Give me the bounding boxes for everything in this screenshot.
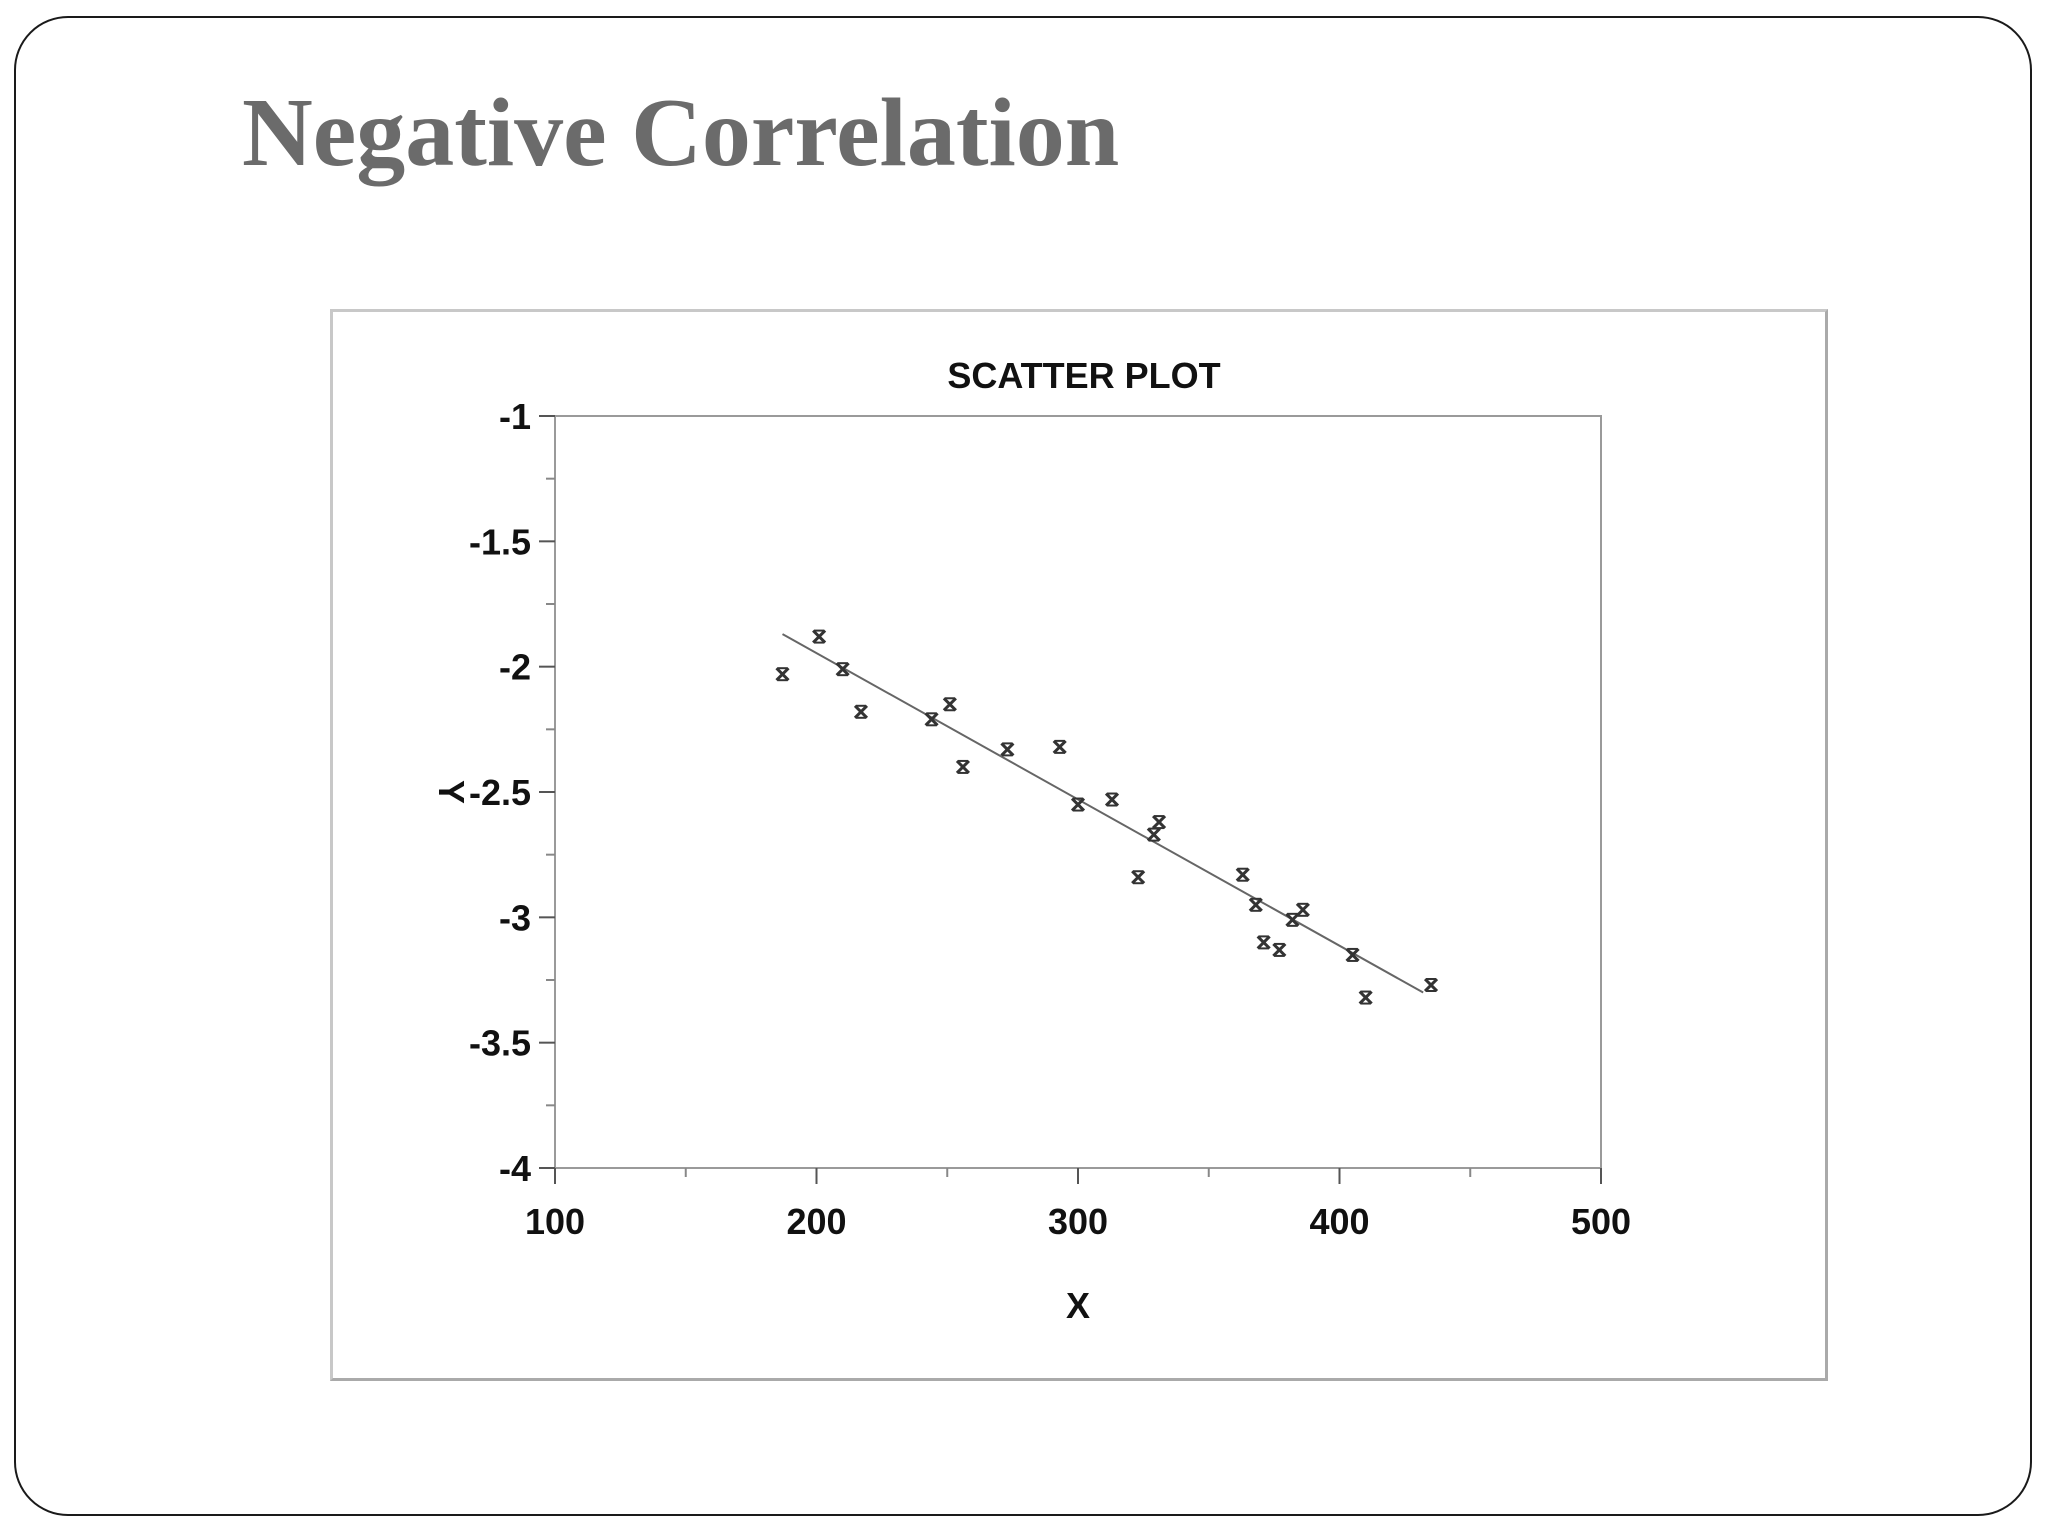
- data-point: [1295, 902, 1310, 917]
- data-point: [1104, 792, 1120, 807]
- y-tick-label: -3.5: [469, 1023, 531, 1064]
- y-tick-label: -2.5: [469, 772, 531, 813]
- y-tick-label: -1.5: [469, 521, 531, 562]
- data-point: [955, 759, 971, 774]
- data-point: [1272, 942, 1287, 957]
- y-tick-label: -2: [499, 647, 531, 688]
- plot-area: [554, 415, 1602, 1169]
- x-tick-label: 300: [1048, 1201, 1108, 1242]
- regression-line: [782, 633, 1424, 994]
- data-point: [1152, 815, 1167, 830]
- data-point: [1358, 990, 1373, 1005]
- x-axis-label: X: [1066, 1285, 1090, 1326]
- data-point: [775, 667, 790, 682]
- data-point: [1131, 870, 1146, 885]
- y-tick-label: -1: [499, 396, 531, 437]
- data-point: [1423, 977, 1439, 993]
- x-tick-label: 200: [786, 1201, 846, 1242]
- data-point: [1248, 897, 1263, 912]
- data-point: [1000, 742, 1015, 757]
- data-point: [812, 629, 827, 644]
- scatter-plot: SCATTER PLOT -1 -1.5 -2 -2.5 -3 -3.5 -4 100 200…: [431, 355, 1631, 1326]
- data-points: [775, 629, 1439, 1005]
- x-tick-label: 400: [1309, 1201, 1369, 1242]
- y-tick-label: -4: [499, 1148, 531, 1189]
- data-point: [1345, 947, 1360, 962]
- x-tick-label: 100: [525, 1201, 585, 1242]
- data-point: [1256, 935, 1271, 950]
- slide-title: Negative Correlation: [242, 79, 1120, 187]
- data-point: [835, 662, 850, 677]
- chart-figure: SCATTER PLOT -1 -1.5 -2 -2.5 -3 -3.5 -4 100 200…: [330, 309, 1828, 1381]
- data-point: [924, 712, 939, 727]
- data-point: [942, 697, 957, 712]
- data-point: [1146, 827, 1161, 842]
- data-point: [1052, 739, 1067, 754]
- x-axis: 100 200 300 400 500: [525, 1168, 1631, 1242]
- x-tick-label: 500: [1571, 1201, 1631, 1242]
- data-point: [853, 704, 869, 719]
- y-axis-label: Y: [431, 780, 472, 804]
- y-axis: -1 -1.5 -2 -2.5 -3 -3.5 -4: [469, 396, 555, 1189]
- data-point: [1235, 867, 1250, 882]
- chart-title: SCATTER PLOT: [947, 355, 1220, 396]
- data-point: [1070, 797, 1086, 812]
- y-tick-label: -3: [499, 897, 531, 938]
- data-point: [1285, 912, 1300, 927]
